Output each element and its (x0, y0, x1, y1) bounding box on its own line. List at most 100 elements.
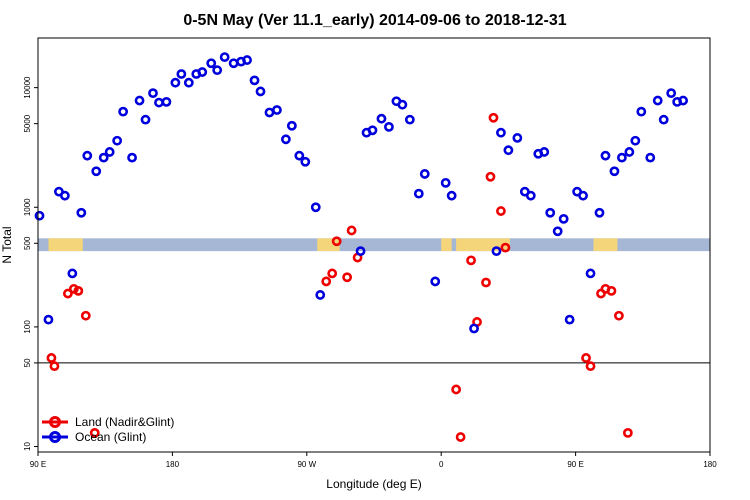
land-point (614, 310, 624, 321)
series-land (46, 112, 633, 442)
ocean-point (59, 190, 70, 201)
ocean-point (446, 190, 457, 201)
ocean-point (469, 323, 479, 334)
land-point (321, 276, 332, 287)
ocean-point (140, 114, 151, 125)
ocean-point (397, 99, 408, 110)
land-point (581, 353, 591, 363)
ocean-point (558, 213, 569, 224)
plot-frame (37, 37, 711, 453)
land-point (80, 310, 91, 321)
x-axis-label: Longitude (deg E) (326, 477, 421, 491)
ocean-point (310, 202, 321, 213)
land-point (327, 268, 338, 279)
land-point (73, 285, 84, 296)
ocean-point (666, 88, 677, 99)
ocean-point (280, 134, 291, 145)
ocean-point (148, 88, 158, 99)
y-axis: 10 50 100 500 1000 5000 10000 (23, 76, 38, 451)
land-point (89, 427, 100, 438)
land-band-segment (441, 238, 452, 252)
ocean-point (624, 147, 635, 157)
legend-land-label: Land (Nadir&Glint) (75, 415, 174, 429)
land-point (342, 272, 353, 283)
ocean-point (355, 246, 366, 257)
ocean-point (585, 268, 596, 279)
y-tick-label: 5000 (23, 114, 32, 132)
ocean-point (76, 207, 87, 218)
ocean-point (367, 125, 378, 136)
x-tick-label: 90 E (30, 460, 46, 469)
ocean-point (609, 166, 620, 177)
land-point (455, 432, 466, 442)
y-tick-label: 100 (23, 320, 32, 334)
legend-item-ocean: Ocean (Glint) (42, 430, 146, 444)
ocean-point (272, 105, 282, 115)
series-ocean (34, 52, 689, 334)
land-band-segment (593, 238, 618, 252)
land-point (488, 112, 499, 123)
ocean-point (67, 268, 78, 279)
ocean-point (376, 113, 387, 124)
land-point (500, 242, 511, 253)
y-tick-label: 10000 (23, 76, 32, 99)
ocean-point (564, 314, 575, 325)
land-point (622, 427, 633, 438)
ocean-point (91, 166, 102, 177)
ocean-point (264, 107, 275, 118)
legend-item-land: Land (Nadir&Glint) (42, 415, 174, 429)
ocean-point (413, 188, 424, 199)
legend-ocean-label: Ocean (Glint) (75, 430, 146, 444)
ocean-point (636, 106, 647, 117)
y-tick-label: 10 (23, 442, 32, 451)
ocean-point (552, 226, 563, 237)
ocean-point (430, 276, 441, 287)
land-point (496, 206, 506, 216)
chart-title: 0-5N May (Ver 11.1_early) 2014-09-06 to … (183, 12, 566, 29)
ocean-point (525, 190, 536, 201)
ocean-point (286, 120, 297, 131)
land-point (346, 225, 357, 236)
ocean-point (34, 210, 45, 221)
ocean-point (197, 67, 208, 77)
land-point (485, 171, 496, 182)
land-band-segment (48, 238, 83, 252)
x-tick-label: 90 W (297, 460, 316, 469)
ocean-point (206, 58, 217, 69)
ocean-point (503, 145, 514, 156)
ocean-point (104, 147, 115, 157)
ocean-point (294, 150, 305, 161)
ocean-band (38, 238, 710, 252)
ocean-point (300, 156, 311, 167)
plot-layer (34, 52, 710, 442)
ocean-point (545, 207, 556, 218)
ocean-point (678, 95, 689, 106)
ocean-point (440, 177, 451, 188)
ocean-point (43, 314, 54, 325)
ocean-point (176, 69, 187, 79)
legend-ocean-marker (49, 431, 61, 443)
ocean-point (419, 169, 430, 179)
ocean-point (600, 150, 611, 161)
land-point (331, 236, 342, 247)
ocean-point (219, 52, 230, 63)
ocean-point (539, 147, 550, 157)
y-tick-label: 50 (23, 358, 32, 367)
ocean-point (161, 97, 172, 107)
land-point (62, 288, 73, 299)
legend-land-marker (49, 416, 61, 428)
land-point (49, 361, 60, 372)
y-tick-label: 500 (23, 236, 32, 250)
ocean-point (242, 55, 252, 65)
y-tick-label: 1000 (23, 198, 32, 216)
ocean-point (134, 95, 145, 106)
ocean-point (496, 127, 506, 138)
x-tick-label: 0 (439, 460, 444, 469)
ocean-point (98, 152, 109, 163)
ocean-point (255, 86, 266, 97)
ocean-point (127, 152, 137, 163)
ocean-point (630, 135, 641, 146)
ocean-point (491, 246, 502, 257)
ocean-point (228, 58, 239, 69)
